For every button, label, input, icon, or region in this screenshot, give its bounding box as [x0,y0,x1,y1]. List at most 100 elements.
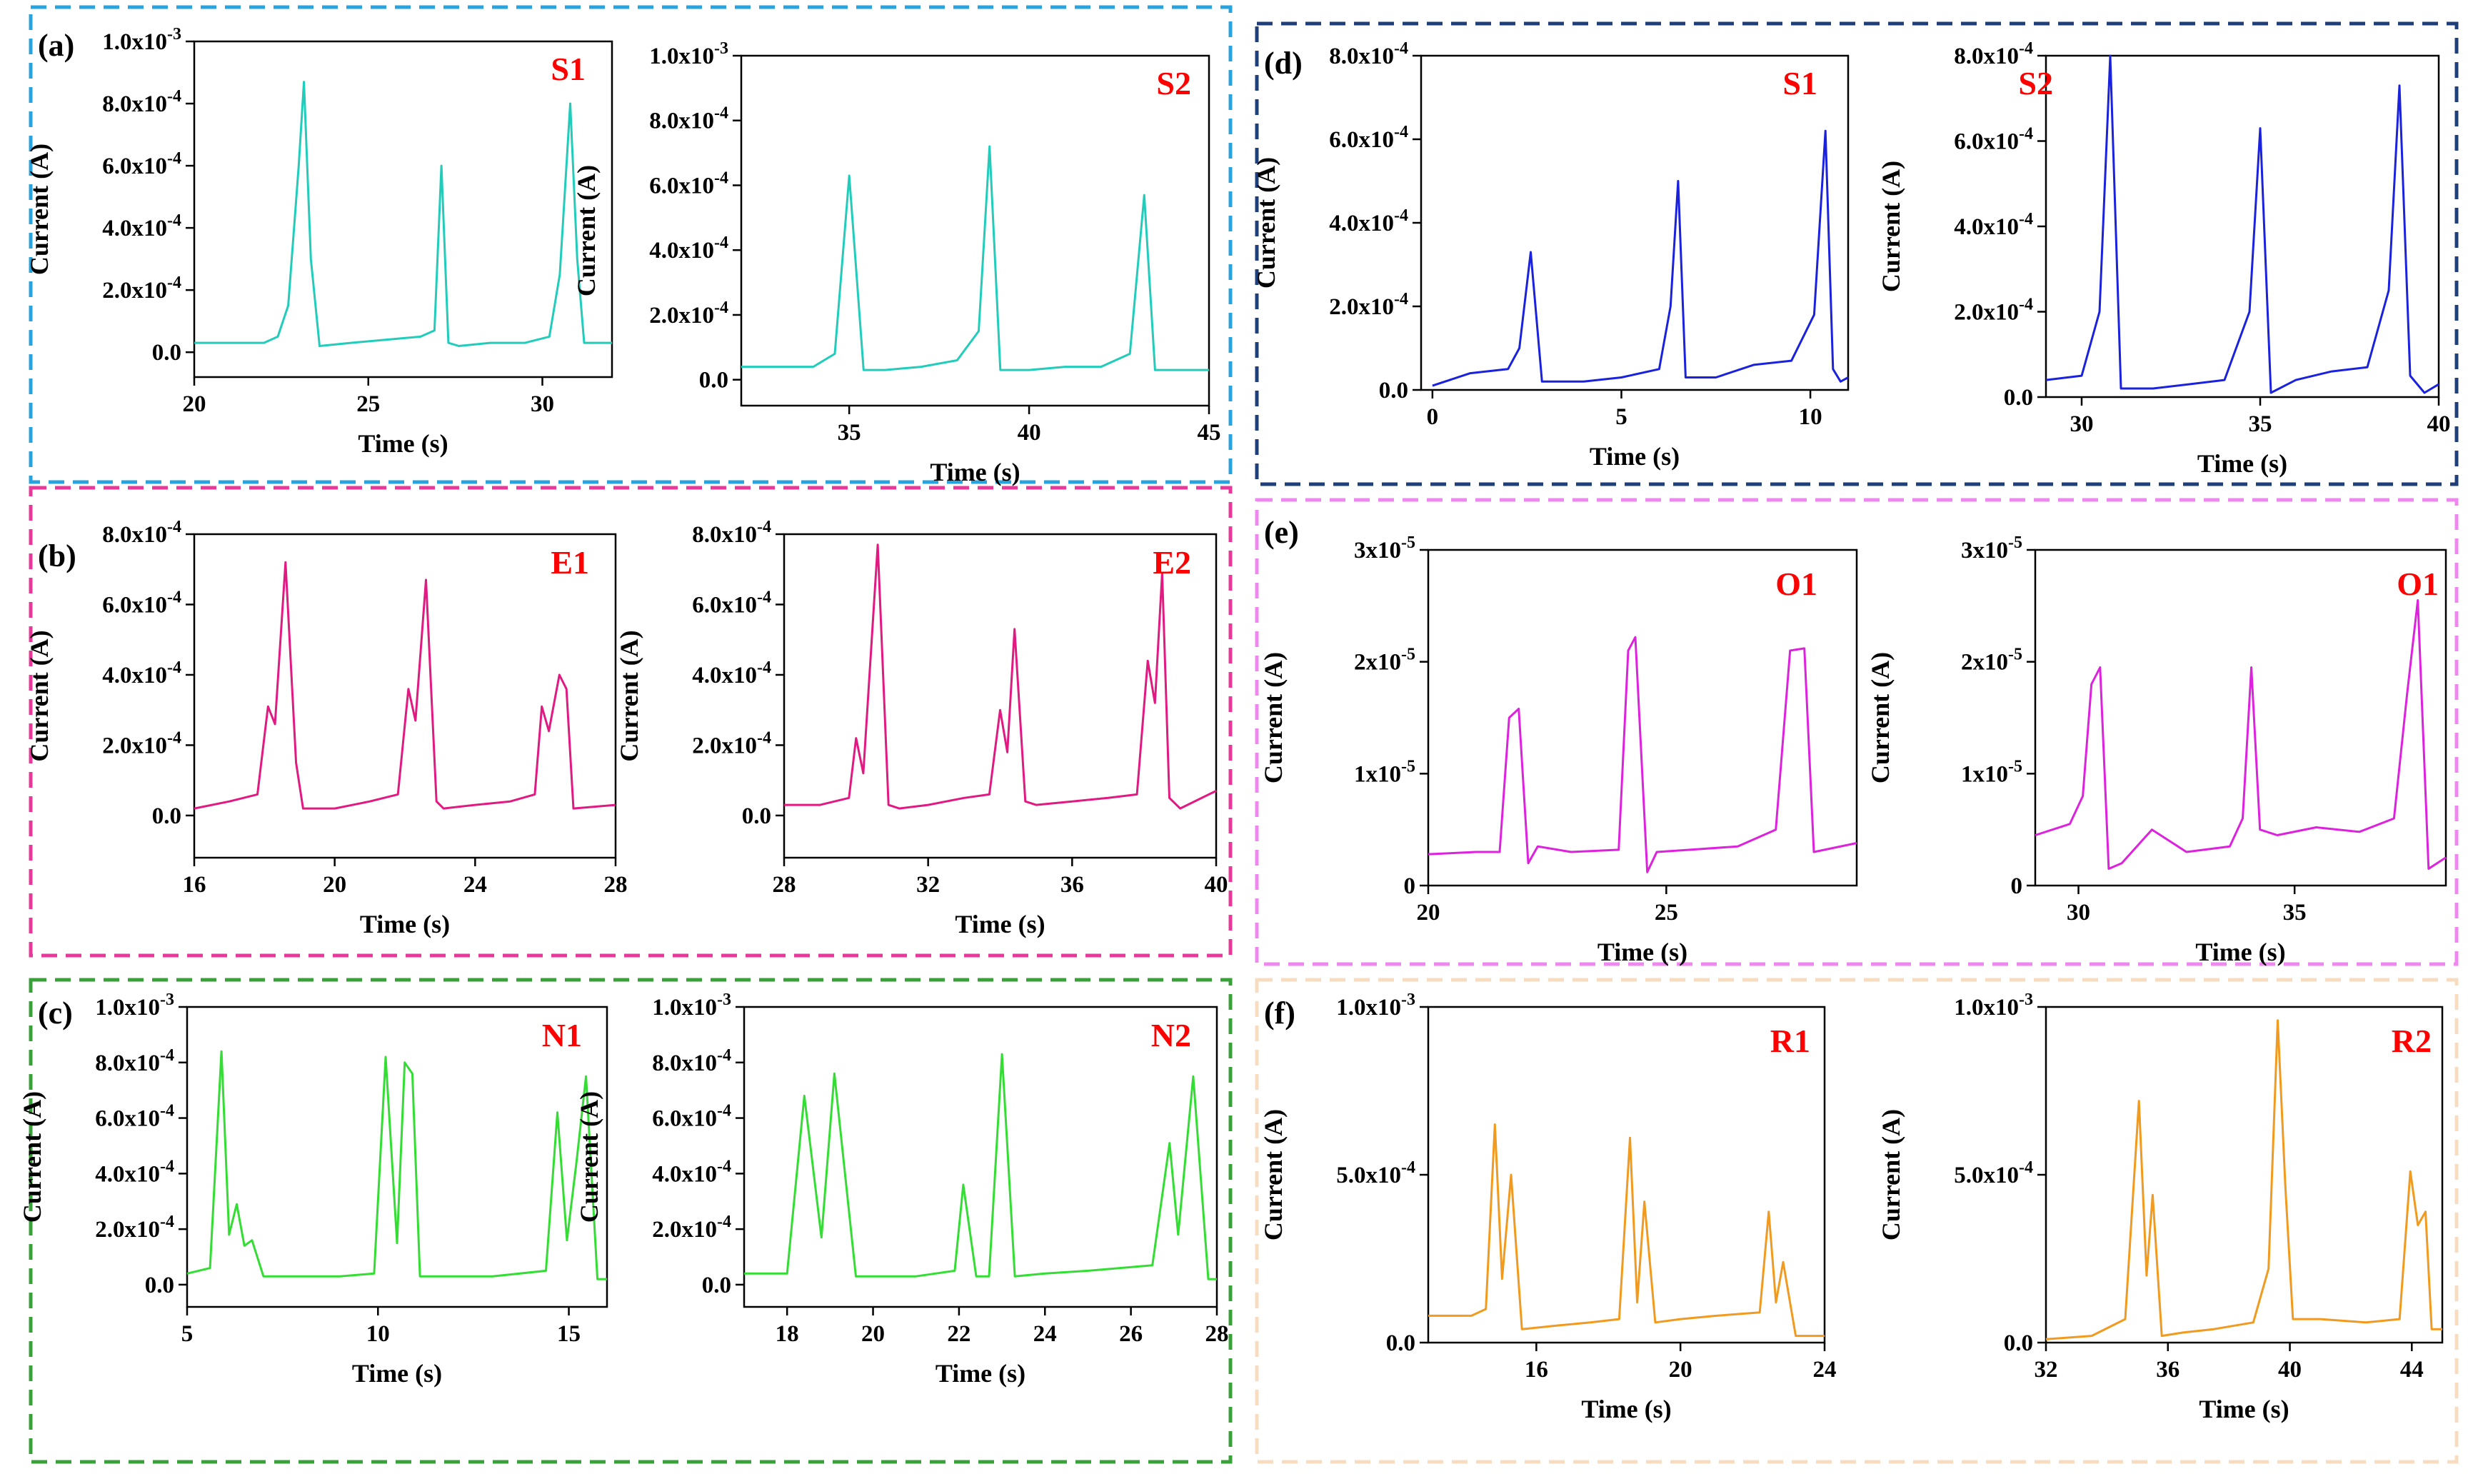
chart-6: 18 20 22 24 26 28 0.0 2.0x10-4 4.0x10-4 6.0x10-4 8… [575,991,1229,1388]
panel-label: (b) [38,538,76,573]
frame-e [1255,498,2459,966]
y-tick-label: 1.0x10-3 [649,39,728,69]
y-axis-label: Current (A) [575,1091,603,1223]
plot-area [2034,548,2447,887]
series-label: S1 [1782,65,1817,101]
series-line [744,1053,1217,1280]
x-tick-label: 16 [183,872,206,898]
y-tick-label: 2.0x10-4 [1329,290,1408,320]
y-tick-label: 2.0x10-4 [95,1213,174,1243]
y-axis-label: Current (A) [1877,161,1905,292]
plots: 20 25 30 0.0 2.0x10-4 4.0x10-4 6.0x10-4 8.0x10-… [18,25,2451,1423]
panel-label: (e) [1264,515,1299,550]
x-axis-label: Time (s) [352,1359,442,1388]
series-line [194,81,612,347]
series-label: E2 [1153,544,1191,581]
plot-area [2045,1006,2444,1344]
series-label: R2 [2392,1023,2432,1059]
y-tick-label: 6.0x10-4 [102,588,181,618]
y-tick-label: 1.0x10-3 [652,991,731,1021]
y-tick-label: 4.0x10-4 [95,1157,174,1187]
x-tick-label: 28 [1205,1321,1229,1347]
y-tick-label: 0.0 [152,340,181,366]
plot-area [193,40,613,378]
y-tick-label: 5.0x10-4 [1336,1158,1415,1188]
chart-8: 30 35 400.02.0x10-44.0x10-46.0x10-48.0x10-… [1877,39,2451,478]
series-label: N1 [542,1017,582,1053]
plot-area [1420,54,1850,391]
y-tick-label: 4.0x10-4 [649,234,728,264]
chart-4: 28 32 36 40 0.0 2.0x10-4 4.0x10-4 6.0x10-4 8.0x1… [615,518,1228,938]
x-tick-label: 28 [604,872,628,898]
y-axis-label: Current (A) [25,630,54,761]
x-tick-label: 24 [463,872,487,898]
y-axis-label: Current (A) [572,165,601,296]
y-tick-label: 0 [1404,873,1416,899]
y-axis-label: Current (A) [18,1091,46,1223]
y-tick-label: 0.0 [152,803,181,829]
x-tick-label: 5 [181,1321,194,1347]
y-tick-label: 2x10-5 [1961,646,2022,676]
y-tick-label: 4.0x10-4 [692,658,771,688]
x-tick-label: 24 [1033,1321,1057,1347]
y-tick-label: 2.0x10-4 [1954,296,2033,326]
y-tick-label: 1.0x10-3 [1954,991,2033,1021]
y-tick-label: 0.0 [702,1273,731,1298]
frame-b [29,486,1233,958]
x-tick-label: 40 [2427,411,2451,437]
series-label: O1 [1775,566,1817,602]
plot-area [186,1006,608,1308]
series-line [194,561,616,810]
series-label: S1 [551,51,586,87]
y-tick-label: 6.0x10-4 [1329,123,1408,153]
y-axis-label: Current (A) [1866,652,1895,783]
panel-frames: (a) (b) (c) (d) (e) (f) [29,5,2459,1464]
series-line [784,543,1217,810]
y-tick-label: 2.0x10-4 [652,1213,731,1243]
plot-area [2045,54,2440,398]
y-axis-label: Current (A) [1252,157,1280,289]
y-tick-label: 1x10-5 [1961,757,2022,787]
series-label: S2 [2018,65,2053,101]
x-tick-label: 25 [1655,900,1678,926]
y-tick-label: 1.0x10-3 [102,25,181,55]
x-tick-label: 10 [366,1321,390,1347]
plot-area [1427,548,1858,887]
y-tick-label: 8.0x10-4 [1329,39,1408,69]
y-tick-label: 1.0x10-3 [95,991,174,1021]
series-label: O1 [2397,566,2439,602]
y-tick-label: 0.0 [2004,385,2033,411]
chart-5: 5 10 15 0.0 2.0x10-4 4.0x10-4 6.0x10-4 8.0x10-4… [18,991,608,1388]
y-tick-label: 0.0 [1386,1330,1415,1356]
x-tick-label: 30 [531,391,554,417]
series-line [1428,1123,1825,1338]
x-axis-label: Time (s) [358,429,448,458]
x-tick-label: 35 [2283,900,2307,926]
y-tick-label: 2.0x10-4 [102,274,181,304]
panel-label: (d) [1264,46,1303,81]
series-label: E1 [551,544,589,581]
y-tick-label: 6.0x10-4 [102,149,181,179]
frame-a [29,5,1233,484]
chart-9: 20 25 0 1x10-5 2x10-5 3x10-5 Time (s) Current (… [1259,533,1858,966]
x-axis-label: Time (s) [1590,442,1680,471]
y-tick-label: 1.0x10-3 [1336,991,1415,1021]
x-axis-label: Time (s) [360,910,450,938]
chart-2: 35 40 45 0.0 2.0x10-4 4.0x10-4 6.0x10-4 8.0x10-… [572,39,1221,486]
y-tick-label: 4.0x10-4 [1329,206,1408,236]
x-tick-label: 44 [2400,1357,2424,1383]
y-tick-label: 4.0x10-4 [1954,210,2033,240]
series-line [2035,599,2447,870]
y-axis-label: Current (A) [1877,1109,1905,1240]
x-tick-label: 32 [2035,1357,2058,1383]
x-tick-label: 0 [1427,404,1439,430]
x-tick-label: 28 [773,872,796,898]
x-tick-label: 24 [1813,1357,1837,1383]
y-tick-label: 5.0x10-4 [1954,1158,2033,1188]
series-line [1428,636,1857,873]
y-tick-label: 6.0x10-4 [692,588,771,618]
x-tick-label: 40 [1205,872,1228,898]
y-tick-label: 6.0x10-4 [652,1102,731,1132]
x-tick-label: 10 [1799,404,1822,430]
y-tick-label: 8.0x10-4 [95,1046,174,1076]
